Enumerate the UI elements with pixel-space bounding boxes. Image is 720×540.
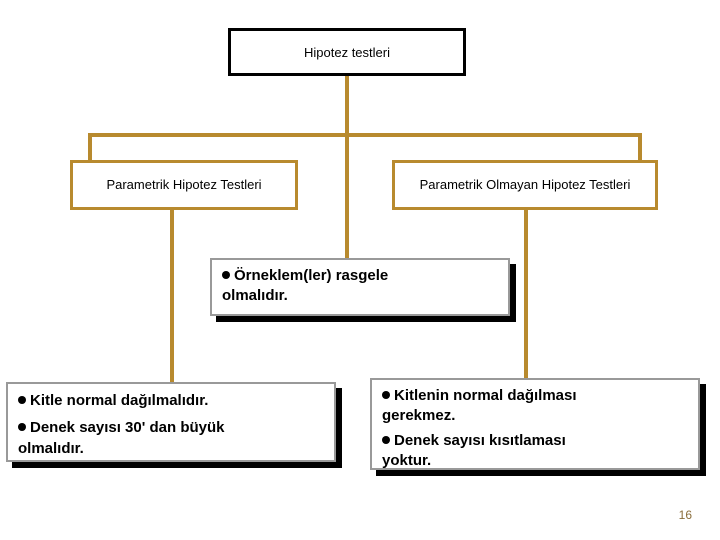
connector (88, 133, 642, 137)
connector (524, 210, 528, 382)
connector (638, 133, 642, 163)
leaf-right-line3: Denek sayısı kısıtlaması (394, 432, 566, 449)
leaf-left: Kitle normal dağılmalıdır. Denek sayısı … (6, 382, 336, 462)
connector (345, 76, 349, 136)
leaf-left-line1: Kitle normal dağılmalıdır. (30, 392, 208, 409)
page-number: 16 (679, 508, 692, 522)
connector (88, 133, 92, 163)
leaf-right: Kitlenin normal dağılması gerekmez. Dene… (370, 378, 700, 470)
branch-parametrik-label: Parametrik Hipotez Testleri (106, 177, 261, 193)
root-node: Hipotez testleri (228, 28, 466, 76)
middle-note: Örneklem(ler) rasgele olmalıdır. (210, 258, 510, 316)
leaf-right-line2: gerekmez. (382, 407, 455, 424)
branch-nonparametrik-label: Parametrik Olmayan Hipotez Testleri (420, 177, 631, 193)
connector (345, 133, 349, 261)
leaf-left-line3: olmalıdır. (18, 440, 84, 457)
leaf-left-line2: Denek sayısı 30' dan büyük (30, 419, 225, 436)
middle-note-line1: Örneklem(ler) rasgele (234, 267, 388, 284)
leaf-right-line4: yoktur. (382, 452, 431, 469)
branch-parametrik: Parametrik Hipotez Testleri (70, 160, 298, 210)
branch-nonparametrik: Parametrik Olmayan Hipotez Testleri (392, 160, 658, 210)
leaf-right-line1: Kitlenin normal dağılması (394, 387, 577, 404)
connector (170, 210, 174, 385)
middle-note-line2: olmalıdır. (222, 287, 288, 304)
root-label: Hipotez testleri (304, 45, 390, 60)
